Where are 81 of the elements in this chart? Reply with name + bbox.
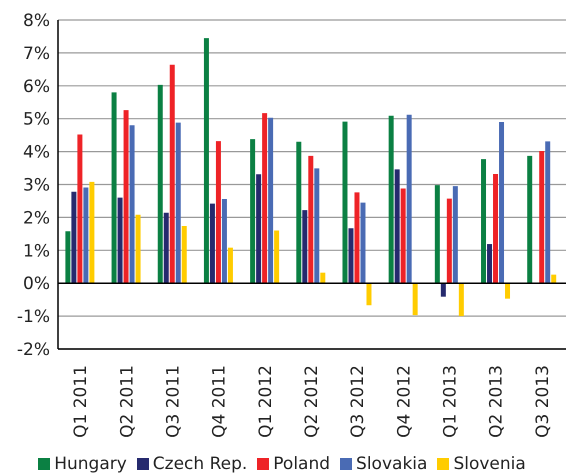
legend-label: Hungary xyxy=(54,454,127,474)
bar xyxy=(130,125,135,284)
bar xyxy=(216,141,221,284)
legend-label: Poland xyxy=(273,454,330,474)
bar xyxy=(452,186,458,284)
bar xyxy=(440,283,446,297)
x-tick-label: Q1 2012 xyxy=(256,365,276,438)
legend-label: Czech Rep. xyxy=(152,454,248,474)
x-tick-label: Q2 2013 xyxy=(486,365,507,438)
bar xyxy=(158,84,163,284)
bar xyxy=(65,231,70,284)
bar xyxy=(539,150,544,284)
y-tick-label: 4% xyxy=(23,142,50,163)
bar xyxy=(170,64,175,284)
bar xyxy=(320,272,326,284)
bar xyxy=(458,283,464,316)
bar xyxy=(412,283,418,316)
y-tick-label: 5% xyxy=(23,110,50,130)
bar xyxy=(527,156,532,284)
y-tick-label: 2% xyxy=(23,208,50,228)
x-tick-label: Q1 2011 xyxy=(71,365,92,438)
x-tick-label: Q2 2011 xyxy=(117,365,138,438)
bar xyxy=(262,113,268,284)
bar xyxy=(366,283,372,306)
bar xyxy=(112,92,117,284)
bar xyxy=(354,192,360,284)
bar xyxy=(274,230,280,284)
bar xyxy=(83,187,88,284)
bar xyxy=(481,159,486,284)
bar xyxy=(124,110,129,284)
bar xyxy=(296,142,302,284)
x-tick-label: Q4 2012 xyxy=(394,365,414,438)
legend-label: Slovenia xyxy=(453,454,526,474)
bar xyxy=(302,210,308,284)
bar xyxy=(388,116,394,284)
bar xyxy=(136,214,141,284)
bar xyxy=(400,188,406,284)
x-tick-label: Q4 2011 xyxy=(210,365,230,438)
bar xyxy=(314,168,320,284)
bar xyxy=(164,212,169,284)
bar xyxy=(176,122,181,284)
y-tick-label: -2% xyxy=(16,340,50,360)
y-tick-label: -1% xyxy=(16,307,50,328)
y-tick-label: 6% xyxy=(23,76,50,97)
bar xyxy=(493,174,498,284)
y-tick-label: 7% xyxy=(23,44,50,64)
bar xyxy=(89,182,94,284)
bar xyxy=(228,248,233,284)
bar xyxy=(545,141,550,284)
legend-label: Slovakia xyxy=(356,454,428,474)
bar xyxy=(71,192,76,284)
bar xyxy=(342,122,348,284)
bar xyxy=(256,174,262,284)
bar xyxy=(499,122,504,284)
bar xyxy=(308,156,314,284)
y-tick-label: 8% xyxy=(23,11,50,32)
bar xyxy=(406,114,412,284)
x-tick-label: Q3 2011 xyxy=(163,365,184,438)
bar xyxy=(348,228,354,284)
y-tick-label: 3% xyxy=(23,176,50,196)
x-tick-label: Q2 2012 xyxy=(302,365,322,438)
bar xyxy=(222,198,227,284)
x-tick-label: Q3 2012 xyxy=(348,365,368,438)
y-tick-label: 1% xyxy=(23,241,50,262)
bar xyxy=(487,244,492,284)
bar xyxy=(394,169,400,284)
x-tick-label: Q3 2013 xyxy=(532,365,553,438)
bar xyxy=(182,226,187,284)
y-tick-label: 0% xyxy=(23,274,50,294)
bar xyxy=(551,274,556,284)
bar xyxy=(360,202,366,284)
bar xyxy=(118,198,123,284)
x-tick-label: Q1 2013 xyxy=(440,365,461,438)
bar xyxy=(505,283,510,299)
bar xyxy=(204,38,209,284)
bar xyxy=(268,118,274,284)
bar xyxy=(446,198,452,284)
bar xyxy=(210,204,215,284)
bar xyxy=(434,185,440,284)
bar xyxy=(77,134,82,284)
bar xyxy=(250,139,256,284)
